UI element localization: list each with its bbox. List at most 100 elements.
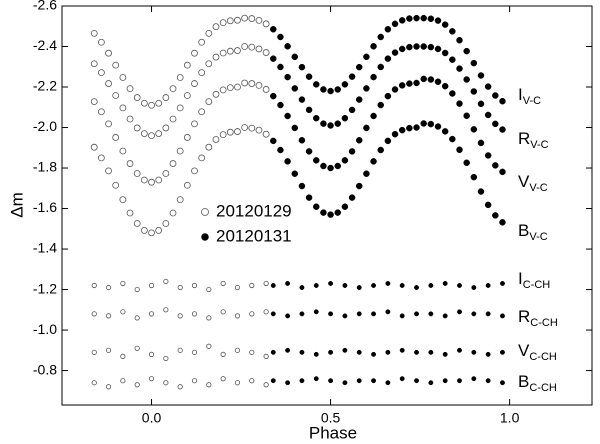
data-point <box>441 128 449 135</box>
data-point <box>414 378 419 384</box>
data-point <box>155 130 163 137</box>
data-point <box>163 380 169 386</box>
data-point <box>176 147 184 155</box>
data-point <box>500 349 505 355</box>
data-point <box>169 85 177 93</box>
curve-label-subscript: V-C <box>530 139 548 151</box>
data-point <box>248 80 256 87</box>
data-point <box>477 72 485 79</box>
data-point <box>313 351 319 357</box>
data-point <box>406 43 413 51</box>
data-point <box>342 313 348 319</box>
x-tick-label: 0.0 <box>142 410 162 426</box>
data-point <box>313 309 319 315</box>
data-point <box>327 211 334 218</box>
data-point <box>384 137 392 145</box>
data-point <box>348 106 356 114</box>
data-point <box>134 286 140 293</box>
data-point <box>191 120 198 128</box>
data-point <box>456 146 463 154</box>
data-point <box>148 311 155 317</box>
data-point <box>219 49 227 57</box>
data-point <box>356 285 362 290</box>
data-point <box>457 309 462 315</box>
data-point <box>477 100 485 108</box>
data-point <box>220 376 226 382</box>
data-point <box>356 349 362 355</box>
data-point <box>313 114 320 122</box>
data-point <box>385 309 391 315</box>
curve-label-letter: V <box>518 172 530 191</box>
data-point <box>291 170 299 177</box>
data-point <box>470 59 478 67</box>
y-tick-label: -1.6 <box>33 199 57 215</box>
data-point <box>270 378 276 384</box>
data-point <box>327 122 334 129</box>
data-point <box>198 38 206 46</box>
curve-label: IV-C <box>518 85 541 106</box>
data-point <box>148 351 155 357</box>
data-point <box>377 63 384 71</box>
data-point <box>219 86 227 94</box>
data-point <box>384 26 392 33</box>
data-point <box>298 63 306 71</box>
data-point <box>126 115 134 123</box>
data-point <box>105 284 112 291</box>
data-point <box>384 92 392 100</box>
data-point <box>277 146 284 154</box>
data-point <box>90 143 98 151</box>
data-point <box>126 160 134 167</box>
data-point <box>370 43 377 50</box>
data-point <box>320 86 327 93</box>
data-point <box>342 283 348 288</box>
y-tick-label: -1.4 <box>33 240 57 256</box>
data-point <box>206 315 212 321</box>
data-point <box>226 128 234 136</box>
data-point <box>470 126 478 133</box>
data-point <box>134 382 140 388</box>
data-point <box>234 284 241 291</box>
data-point <box>420 75 427 83</box>
data-point <box>442 378 448 384</box>
data-point <box>342 347 348 353</box>
data-point <box>140 176 148 184</box>
data-point <box>385 380 391 386</box>
data-point <box>363 124 370 132</box>
x-tick-label: 0.5 <box>321 410 341 426</box>
data-point <box>299 378 305 384</box>
data-point <box>334 162 341 170</box>
data-point <box>177 284 183 291</box>
curve-label-letter: B <box>518 221 529 240</box>
data-point <box>391 49 399 56</box>
data-point <box>471 349 477 355</box>
data-point <box>169 160 177 167</box>
data-point <box>155 176 163 184</box>
data-point <box>234 16 241 24</box>
curve-label-subscript: V-C <box>529 231 547 243</box>
data-point <box>442 351 448 357</box>
data-point <box>262 20 270 28</box>
data-point <box>97 108 105 116</box>
data-point <box>112 61 120 69</box>
data-point <box>270 283 276 288</box>
data-point <box>499 97 506 105</box>
data-point <box>277 63 284 71</box>
data-point <box>148 178 155 186</box>
legend-marker <box>201 233 209 241</box>
data-point <box>305 194 313 201</box>
data-point <box>484 152 492 159</box>
data-point <box>262 49 270 56</box>
data-point <box>90 98 98 105</box>
data-point <box>270 311 276 317</box>
data-point <box>441 21 449 28</box>
data-point <box>428 311 434 317</box>
curve-label: IC-CH <box>518 269 550 290</box>
data-point <box>133 94 141 101</box>
data-point <box>348 73 356 80</box>
data-point <box>485 283 491 288</box>
data-point <box>398 126 406 134</box>
data-point <box>270 349 276 355</box>
data-point <box>371 283 377 288</box>
data-point <box>355 63 363 71</box>
